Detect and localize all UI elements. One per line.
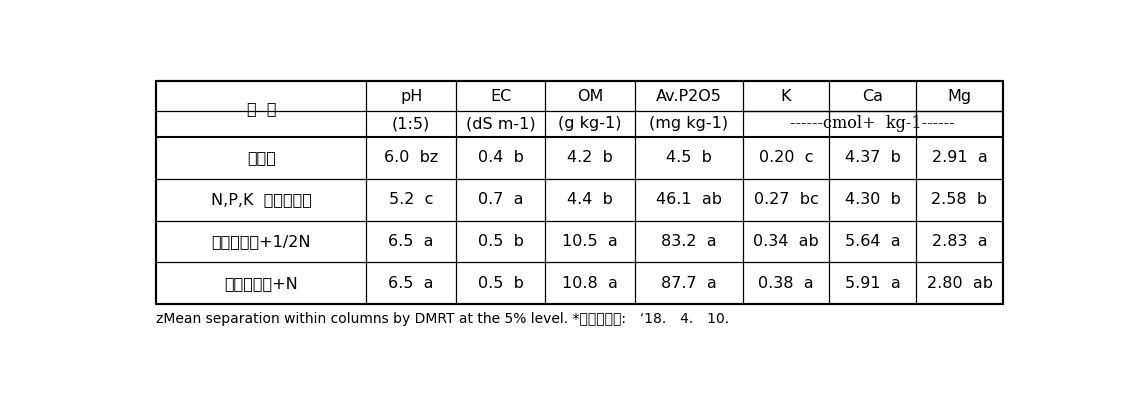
Text: 2.83  a: 2.83 a — [931, 234, 988, 249]
Text: 0.27  bc: 0.27 bc — [753, 192, 819, 207]
Text: 2.91  a: 2.91 a — [931, 150, 988, 165]
Text: 4.4  b: 4.4 b — [568, 192, 614, 207]
Text: 6.5  a: 6.5 a — [388, 234, 434, 249]
Text: 처  리: 처 리 — [247, 102, 276, 116]
Text: 0.34  ab: 0.34 ab — [753, 234, 819, 249]
Text: 풋거름작물+N: 풋거름작물+N — [224, 276, 298, 291]
Text: Mg: Mg — [947, 89, 972, 104]
Text: 4.2  b: 4.2 b — [568, 150, 614, 165]
Text: (mg kg-1): (mg kg-1) — [650, 116, 729, 131]
Text: 5.2  c: 5.2 c — [390, 192, 434, 207]
Text: 46.1  ab: 46.1 ab — [655, 192, 722, 207]
Text: 6.0  bz: 6.0 bz — [384, 150, 438, 165]
Text: ------cmol+  kg-1------: ------cmol+ kg-1------ — [790, 115, 955, 133]
Text: 87.7  a: 87.7 a — [661, 276, 716, 291]
Text: (1:5): (1:5) — [392, 116, 430, 131]
Text: 4.37  b: 4.37 b — [844, 150, 901, 165]
Text: Av.P2O5: Av.P2O5 — [655, 89, 722, 104]
Bar — [157, 81, 1003, 304]
Text: 2.58  b: 2.58 b — [931, 192, 988, 207]
Text: 0.5  b: 0.5 b — [477, 234, 524, 249]
Text: 풋거름작물+1/2N: 풋거름작물+1/2N — [212, 234, 311, 249]
Text: 0.5  b: 0.5 b — [477, 276, 524, 291]
Text: 4.30  b: 4.30 b — [844, 192, 901, 207]
Text: 0.4  b: 0.4 b — [477, 150, 524, 165]
Text: 10.8  a: 10.8 a — [562, 276, 618, 291]
Text: (g kg-1): (g kg-1) — [558, 116, 622, 131]
Text: Ca: Ca — [863, 89, 883, 104]
Text: K: K — [780, 89, 792, 104]
Text: 0.7  a: 0.7 a — [477, 192, 524, 207]
Text: EC: EC — [490, 89, 511, 104]
Text: 6.5  a: 6.5 a — [388, 276, 434, 291]
Text: 10.5  a: 10.5 a — [562, 234, 618, 249]
Text: OM: OM — [577, 89, 604, 104]
Text: (dS m-1): (dS m-1) — [466, 116, 536, 131]
Text: N,P,K  표준시비구: N,P,K 표준시비구 — [211, 192, 312, 207]
Text: 5.91  a: 5.91 a — [844, 276, 901, 291]
Text: 2.80  ab: 2.80 ab — [927, 276, 992, 291]
Text: 0.20  c: 0.20 c — [759, 150, 813, 165]
Text: pH: pH — [400, 89, 422, 104]
Text: 무비구: 무비구 — [247, 150, 276, 165]
Text: zMean separation within columns by DMRT at the 5% level. *시료채취일: ‘18. 4. 10.: zMean separation within columns by DMRT … — [157, 312, 730, 326]
Text: 4.5  b: 4.5 b — [665, 150, 712, 165]
Text: 5.64  a: 5.64 a — [844, 234, 901, 249]
Text: 83.2  a: 83.2 a — [661, 234, 716, 249]
Text: 0.38  a: 0.38 a — [758, 276, 814, 291]
